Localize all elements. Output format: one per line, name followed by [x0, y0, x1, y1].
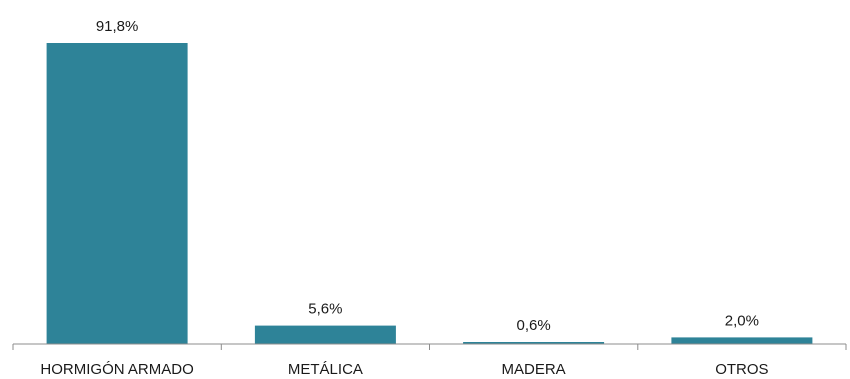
- bar-1: [46, 43, 188, 344]
- data-label: 91,8%: [96, 18, 139, 35]
- labels-layer: 91,8% HORMIGÓN ARMADO 5,6% METÁLICA 0,6% MADE…: [40, 18, 768, 378]
- bars-layer: [46, 43, 813, 344]
- category-label: OTROS: [715, 361, 768, 378]
- data-label: 0,6%: [516, 317, 550, 334]
- data-label: 5,6%: [308, 301, 342, 318]
- category-label: HORMIGÓN ARMADO: [40, 361, 193, 378]
- bar-3: [463, 342, 605, 344]
- x-axis: [12, 343, 847, 350]
- bar-4: [671, 337, 813, 344]
- data-label: 2,0%: [725, 312, 759, 329]
- bar-2: [254, 325, 396, 344]
- category-label: METÁLICA: [288, 361, 363, 378]
- category-label: MADERA: [502, 361, 566, 378]
